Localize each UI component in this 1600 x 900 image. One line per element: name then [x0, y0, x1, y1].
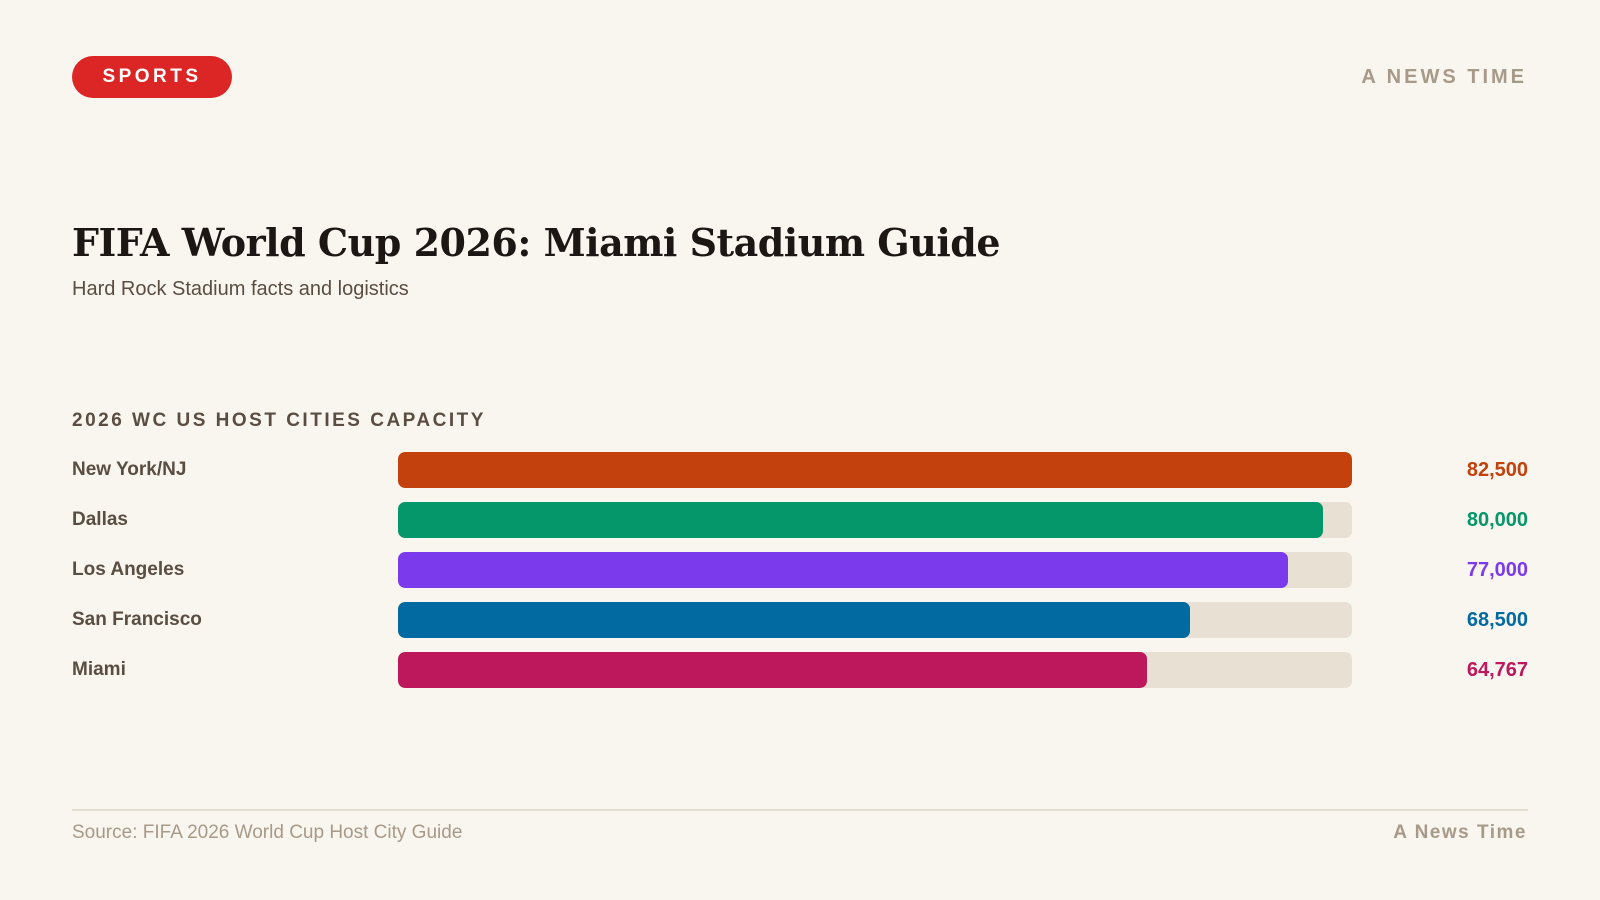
bar [398, 452, 1352, 488]
bar-row: Los Angeles 77,000 [72, 552, 1528, 588]
value-label: 80,000 [1466, 509, 1528, 531]
value-label: 68,500 [1466, 609, 1528, 631]
value-label: 82,500 [1466, 459, 1528, 481]
bar-label: Los Angeles [72, 559, 185, 580]
source-note: Source: FIFA 2026 World Cup Host City Gu… [72, 822, 463, 843]
bar-row: San Francisco 68,500 [72, 602, 1528, 638]
bar [398, 602, 1191, 638]
bar-track [398, 452, 1352, 488]
footer-divider [72, 809, 1528, 811]
footer-brand: A News Time [1393, 822, 1527, 843]
bar-row: Dallas 80,000 [72, 502, 1528, 538]
section-badge[interactable]: SPORTS [72, 56, 232, 98]
bar [398, 502, 1324, 538]
bar-label: Dallas [72, 509, 128, 530]
value-label: 77,000 [1466, 559, 1528, 581]
bar-track [398, 552, 1352, 588]
chart-title: 2026 WC US HOST CITIES CAPACITY [72, 410, 486, 431]
bar-label: Miami [72, 659, 126, 680]
bar-row: New York/NJ 82,500 [72, 452, 1528, 488]
bar-label: New York/NJ [72, 459, 187, 480]
bar-track [398, 602, 1352, 638]
value-label: 64,767 [1466, 659, 1528, 681]
bar-row: Miami 64,767 [72, 652, 1528, 688]
bar-track [398, 652, 1352, 688]
page-subtitle: Hard Rock Stadium facts and logistics [72, 278, 409, 300]
bar [398, 652, 1147, 688]
bar-label: San Francisco [72, 609, 202, 630]
bar [398, 552, 1289, 588]
brand-logo: A NEWS TIME [1361, 66, 1527, 88]
page-title: FIFA World Cup 2026: Miami Stadium Guide [72, 220, 1001, 265]
bar-track [398, 502, 1352, 538]
